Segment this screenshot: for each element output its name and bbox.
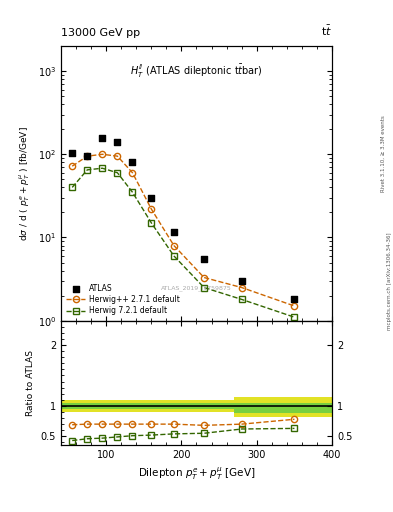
Herwig++ 2.7.1 default bbox=[149, 206, 154, 212]
Herwig++ 2.7.1 default bbox=[115, 153, 120, 159]
Text: 13000 GeV pp: 13000 GeV pp bbox=[61, 28, 140, 38]
ATLAS bbox=[129, 158, 136, 166]
Herwig++ 2.7.1 default bbox=[292, 303, 297, 309]
ATLAS bbox=[69, 148, 75, 157]
Herwig 7.2.1 default bbox=[292, 314, 297, 321]
ATLAS bbox=[148, 194, 154, 202]
ATLAS bbox=[99, 134, 105, 142]
ATLAS bbox=[291, 295, 298, 304]
Herwig++ 2.7.1 default bbox=[239, 285, 244, 291]
Herwig 7.2.1 default bbox=[239, 296, 244, 303]
Herwig 7.2.1 default bbox=[202, 285, 206, 291]
Herwig 7.2.1 default bbox=[149, 220, 154, 226]
ATLAS bbox=[171, 228, 177, 237]
Herwig 7.2.1 default bbox=[85, 167, 90, 173]
Text: Rivet 3.1.10, ≥ 3.3M events: Rivet 3.1.10, ≥ 3.3M events bbox=[381, 115, 386, 192]
Herwig++ 2.7.1 default bbox=[130, 169, 135, 176]
ATLAS bbox=[239, 277, 245, 285]
Y-axis label: d$\sigma$ / d ( $p_T^e + p_T^{\mu}$ ) [fb/GeV]: d$\sigma$ / d ( $p_T^e + p_T^{\mu}$ ) [f… bbox=[17, 126, 32, 241]
ATLAS bbox=[201, 255, 207, 263]
Line: Herwig 7.2.1 default: Herwig 7.2.1 default bbox=[69, 165, 298, 321]
Herwig 7.2.1 default bbox=[171, 253, 176, 259]
Herwig 7.2.1 default bbox=[100, 165, 105, 172]
Herwig 7.2.1 default bbox=[115, 169, 120, 176]
Line: Herwig++ 2.7.1 default: Herwig++ 2.7.1 default bbox=[69, 151, 298, 309]
Text: t$\bar{t}$: t$\bar{t}$ bbox=[321, 24, 332, 38]
Text: mcplots.cern.ch [arXiv:1306.34-36]: mcplots.cern.ch [arXiv:1306.34-36] bbox=[387, 233, 391, 330]
Herwig 7.2.1 default bbox=[130, 189, 135, 195]
Herwig++ 2.7.1 default bbox=[171, 243, 176, 249]
Herwig++ 2.7.1 default bbox=[70, 163, 75, 169]
Legend: ATLAS, Herwig++ 2.7.1 default, Herwig 7.2.1 default: ATLAS, Herwig++ 2.7.1 default, Herwig 7.… bbox=[65, 282, 182, 317]
Text: $H_T^{ll}$ (ATLAS dileptonic t$\bar{t}$bar): $H_T^{ll}$ (ATLAS dileptonic t$\bar{t}$b… bbox=[130, 62, 263, 79]
Herwig++ 2.7.1 default bbox=[202, 274, 206, 281]
X-axis label: Dilepton $p_T^e + p_T^{\mu}$ [GeV]: Dilepton $p_T^e + p_T^{\mu}$ [GeV] bbox=[138, 466, 255, 482]
Text: ATLAS_2019_I1759875: ATLAS_2019_I1759875 bbox=[161, 285, 232, 290]
Herwig 7.2.1 default bbox=[70, 184, 75, 190]
Herwig++ 2.7.1 default bbox=[100, 151, 105, 157]
ATLAS bbox=[84, 152, 90, 160]
Y-axis label: Ratio to ATLAS: Ratio to ATLAS bbox=[26, 350, 35, 416]
Herwig++ 2.7.1 default bbox=[85, 153, 90, 159]
ATLAS bbox=[114, 138, 121, 146]
